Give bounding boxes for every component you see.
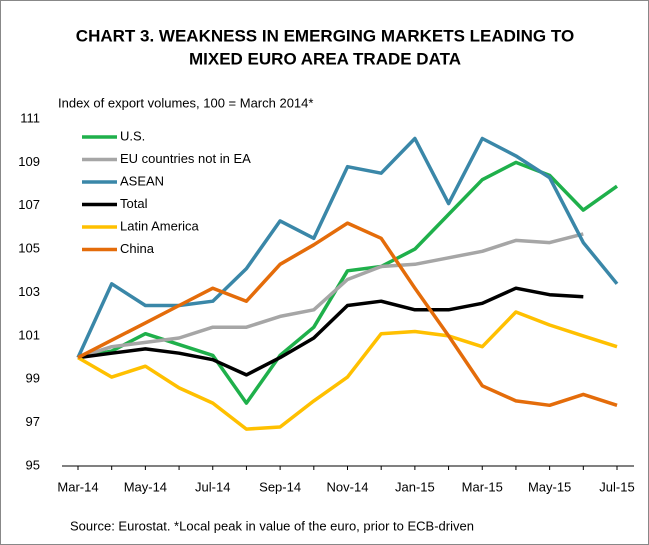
series-line — [77, 232, 584, 360]
x-tick-label: Sep-14 — [259, 479, 301, 494]
y-tick-label: 99 — [26, 371, 40, 386]
y-tick-label: 103 — [18, 284, 40, 299]
legend-label: EU countries not in EA — [120, 151, 251, 166]
legend-label: U.S. — [120, 128, 145, 143]
x-tick-label: Jul-14 — [195, 479, 230, 494]
y-tick-label: 107 — [18, 197, 40, 212]
source-note: Source: Eurostat. *Local peak in value o… — [70, 518, 474, 533]
x-tick-label: May-15 — [528, 479, 571, 494]
x-tick-label: Jan-15 — [395, 479, 435, 494]
y-tick-label: 111 — [20, 110, 40, 125]
y-tick-label: 97 — [26, 414, 40, 429]
series-line — [76, 136, 619, 359]
x-tick-label: Jul-15 — [599, 479, 634, 494]
chart-subtitle: Index of export volumes, 100 = March 201… — [58, 95, 313, 110]
y-tick-label: 101 — [18, 327, 40, 342]
series-line — [77, 310, 618, 431]
legend-label: Total — [120, 196, 148, 211]
legend-label: ASEAN — [120, 173, 164, 188]
x-tick-label: Nov-14 — [327, 479, 369, 494]
legend-label: China — [120, 241, 155, 256]
series-line — [77, 286, 584, 377]
y-tick-label: 105 — [18, 241, 40, 256]
x-tick-label: Mar-14 — [57, 479, 98, 494]
chart-title: MIXED EURO AREA TRADE DATA — [189, 49, 461, 68]
legend-label: Latin America — [120, 218, 200, 233]
x-tick-label: Mar-15 — [462, 479, 503, 494]
chart-title: CHART 3. WEAKNESS IN EMERGING MARKETS LE… — [76, 26, 574, 45]
x-tick-label: May-14 — [124, 479, 167, 494]
y-tick-label: 95 — [26, 457, 40, 472]
y-tick-label: 109 — [18, 154, 40, 169]
series-line — [77, 221, 618, 408]
